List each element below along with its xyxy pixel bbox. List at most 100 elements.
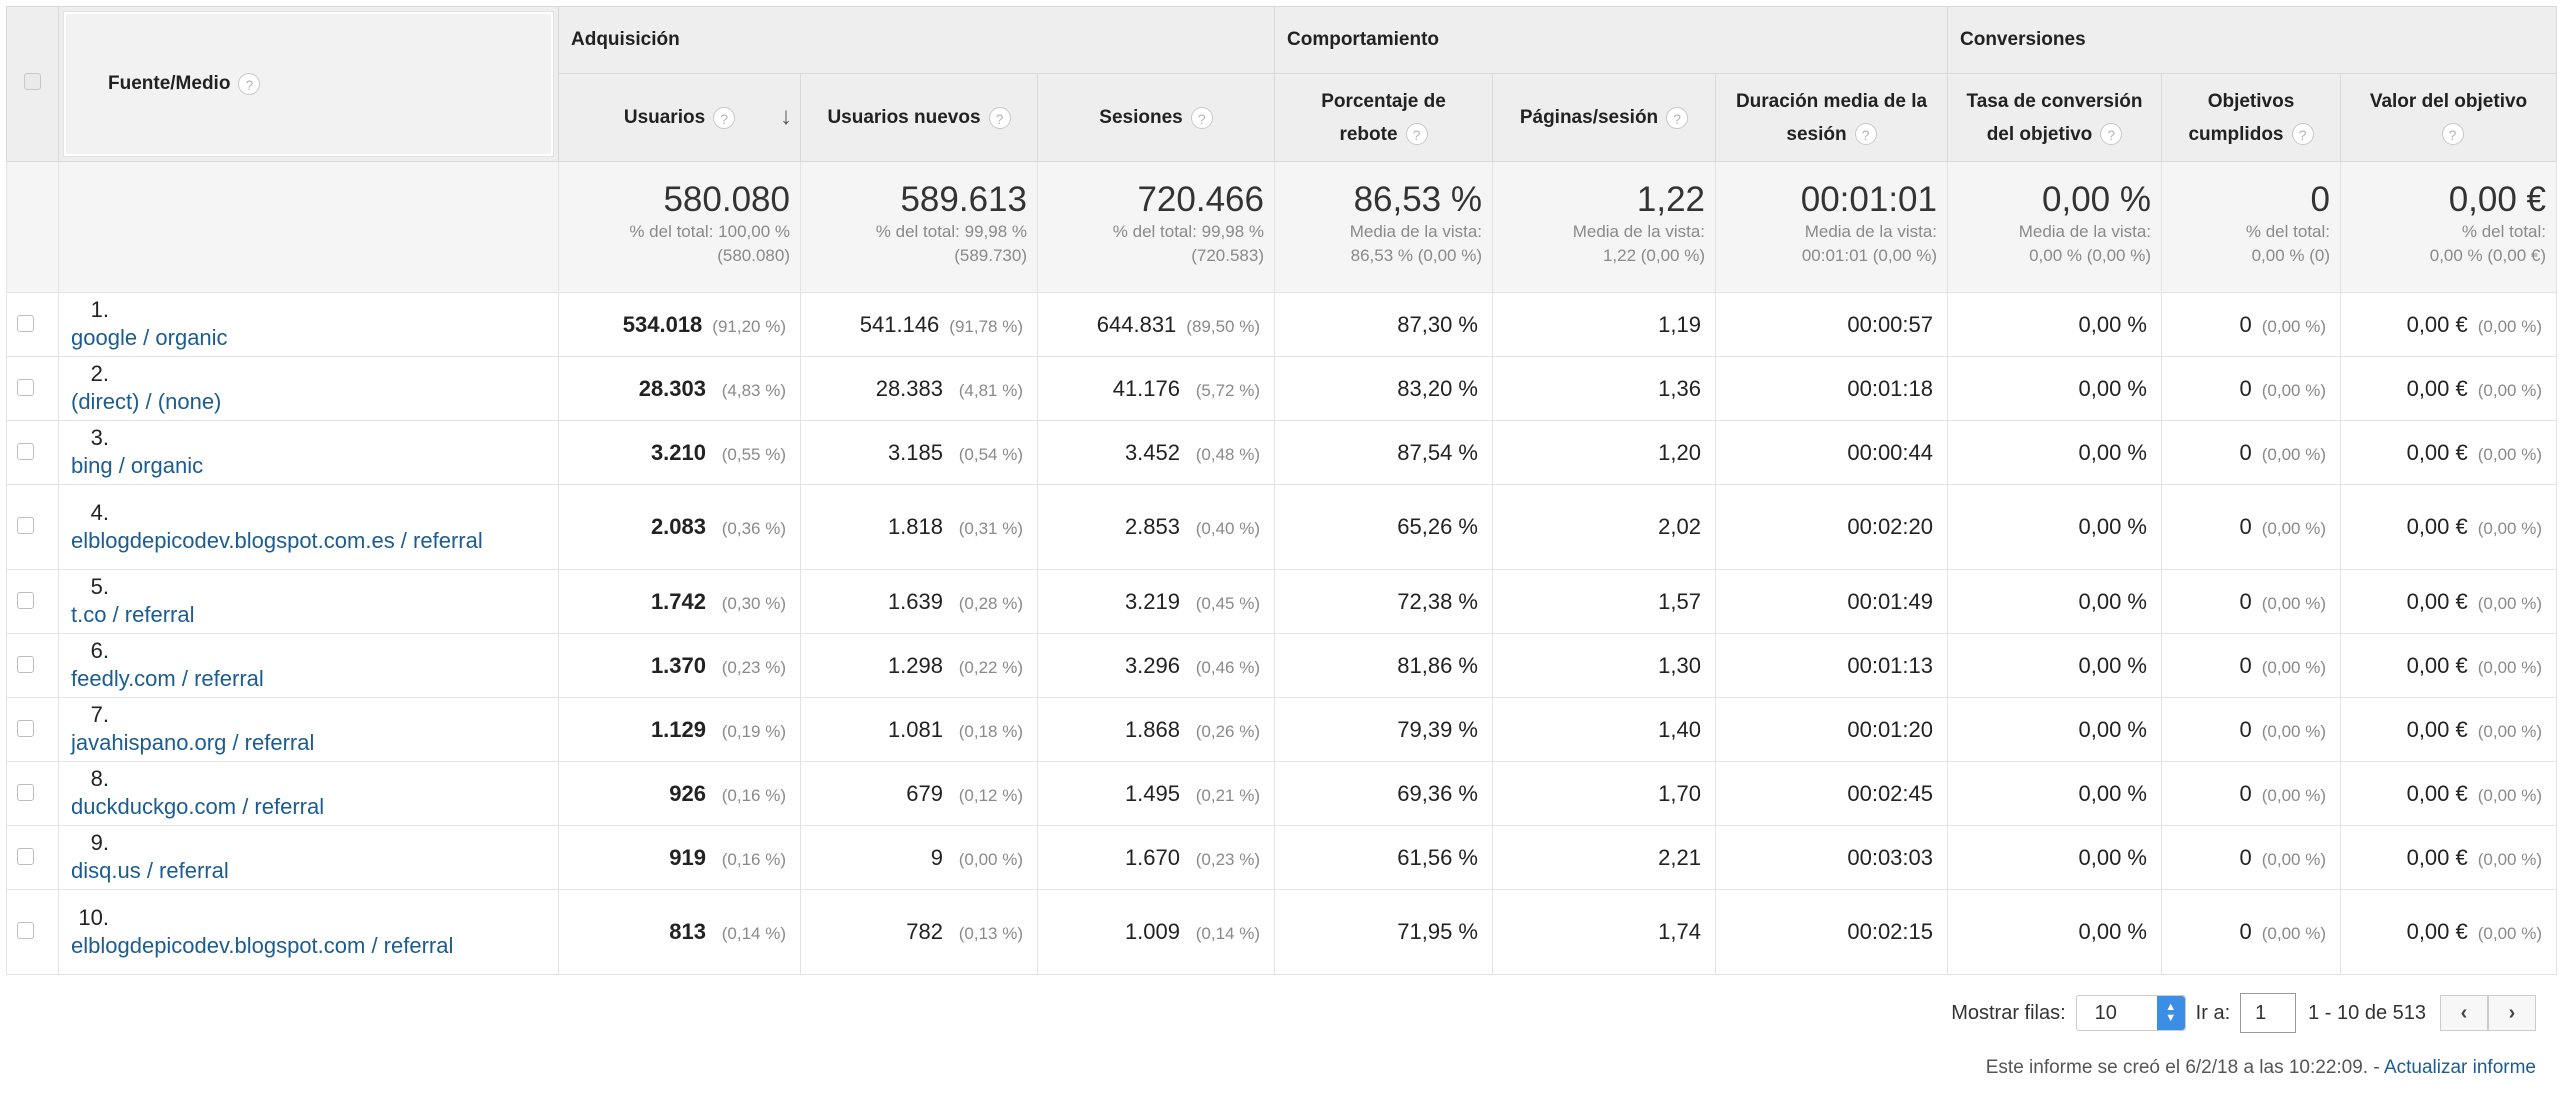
source-medium-link[interactable]: disq.us / referral [71,858,229,883]
row-checkbox[interactable] [17,719,34,737]
row-checkbox[interactable] [17,442,34,460]
total-bounce: 86,53 % Media de la vista: 86,53 % (0,00 %… [1274,161,1493,293]
help-icon[interactable]: ? [1190,106,1213,129]
users-pct: (0,36 %) [721,519,786,538]
value-cell: 0,00 € (0,00 %) [2340,825,2557,890]
source-cell: 4.elblogdepicodev.blogspot.com.es / refe… [58,484,559,570]
conversion-value: 0,00 % [2078,588,2148,614]
col-goal-value[interactable]: Valor del objetivo? [2340,73,2557,162]
bounce-cell: 71,95 % [1274,889,1493,975]
select-all-checkbox[interactable] [24,73,41,90]
show-rows-label: Mostrar filas: [1951,1001,2066,1024]
row-checkbox[interactable] [17,847,34,865]
help-icon[interactable]: ? [713,106,736,129]
new-users-value: 1.298 [887,652,943,678]
col-avg-duration[interactable]: Duración media de la sesión? [1715,73,1948,162]
help-icon[interactable]: ? [988,106,1011,129]
goals-cell: 0 (0,00 %) [2161,484,2341,570]
conversion-value: 0,00 % [2078,716,2148,742]
sort-desc-icon[interactable]: ↓ [780,102,792,130]
source-medium-link[interactable]: elblogdepicodev.blogspot.com / referral [71,932,454,958]
help-icon[interactable]: ? [1405,123,1428,146]
help-icon[interactable]: ? [2441,123,2464,146]
source-medium-link[interactable]: (direct) / (none) [71,389,222,414]
row-checkbox[interactable] [17,378,34,396]
value-pct: (0,00 %) [2477,316,2542,336]
help-icon[interactable]: ? [238,73,261,95]
prev-page-icon[interactable]: ‹ [2440,995,2488,1031]
col-users[interactable]: Usuarios? ↓ [558,73,801,162]
help-icon[interactable]: ? [1854,123,1877,146]
sessions-value: 1.495 [1124,780,1180,806]
duration-cell: 00:00:44 [1715,420,1948,485]
bounce-value: 72,38 % [1397,588,1478,614]
row-checkbox[interactable] [17,655,34,673]
total-sessions-sub1: % del total: 99,98 % [1112,222,1264,241]
goals-cell: 0 (0,00 %) [2161,761,2341,826]
col-goal-completions[interactable]: Objetivos cumplidos? [2161,73,2341,162]
help-icon[interactable]: ? [1666,106,1689,129]
bounce-value: 83,20 % [1397,375,1478,401]
col-goals-label-1: Objetivos [2207,90,2295,112]
row-checkbox[interactable] [17,517,34,534]
goals-value: 0 [2239,375,2252,401]
help-icon[interactable]: ? [2291,123,2314,146]
users-pct: (0,16 %) [721,785,786,805]
table-row: 9. disq.us / referral 919 (0,16 %) 9 (0,00 … [6,825,2557,890]
source-cell: 6. feedly.com / referral [58,633,559,698]
source-medium-link[interactable]: google / organic [71,325,228,350]
row-number: 3. [90,425,109,450]
source-medium-link[interactable]: duckduckgo.com / referral [71,794,325,819]
source-medium-link[interactable]: t.co / referral [71,602,195,627]
select-spinner-icon: ▲ ▼ [2156,996,2185,1030]
conversion-cell: 0,00 % [1947,420,2162,485]
row-number: 2. [90,361,109,386]
value-cell: 0,00 € (0,00 %) [2340,420,2557,485]
conversion-value: 0,00 % [2078,311,2148,337]
goto-page-input[interactable]: 1 [2240,993,2297,1033]
row-select-cell [6,697,59,762]
col-pages-session[interactable]: Páginas/sesión? [1492,73,1716,162]
duration-cell: 00:03:03 [1715,825,1948,890]
row-checkbox[interactable] [17,314,34,332]
total-bounce-value: 86,53 % [1353,180,1482,219]
col-bounce-rate[interactable]: Porcentaje de rebote? [1274,73,1493,162]
row-number: 10. [78,904,109,930]
sessions-pct: (0,48 %) [1195,444,1260,464]
source-medium-link[interactable]: elblogdepicodev.blogspot.com.es / referr… [71,527,483,553]
source-medium-header[interactable]: Fuente/Medio? [58,6,559,162]
row-checkbox[interactable] [17,922,34,939]
next-page-icon[interactable]: › [2488,995,2536,1031]
col-conversion-rate[interactable]: Tasa de conversión del objetivo? [1947,73,2162,162]
duration-value: 00:03:03 [1847,844,1933,870]
goal-value: 0,00 € [2406,514,2468,539]
bounce-value: 81,86 % [1397,652,1478,678]
users-value: 813 [669,919,706,944]
new-users-pct: (4,81 %) [958,380,1023,400]
source-medium-link[interactable]: bing / organic [71,453,204,478]
source-medium-link[interactable]: javahispano.org / referral [71,730,315,755]
table-row: 5. t.co / referral 1.742 (0,30 %) 1.639 (0,… [6,569,2557,634]
sessions-cell: 1.868 (0,26 %) [1037,697,1275,762]
value-pct: (0,00 %) [2477,721,2542,741]
rows-per-page-select[interactable]: 10 ▲ ▼ [2075,995,2186,1031]
source-medium-link[interactable]: feedly.com / referral [71,666,264,691]
total-users-value: 580.080 [663,180,790,219]
row-checkbox[interactable] [17,783,34,801]
sessions-cell: 1.009 (0,14 %) [1037,889,1275,975]
table-row: 6. feedly.com / referral 1.370 (0,23 %) 1.… [6,633,2557,698]
row-checkbox[interactable] [17,591,34,609]
new-users-pct: (0,18 %) [958,721,1023,741]
report-footer: Este informe se creó el 6/2/18 a las 10:… [1986,1057,2536,1079]
totals-row: 580.080 % del total: 100,00 % (580.080) 58… [6,161,2557,293]
col-new-users[interactable]: Usuarios nuevos? [800,73,1038,162]
sessions-value: 3.296 [1124,652,1180,678]
users-value: 919 [669,844,706,870]
conversion-cell: 0,00 % [1947,697,2162,762]
conversion-cell: 0,00 % [1947,633,2162,698]
refresh-report-link[interactable]: Actualizar informe [2383,1057,2536,1078]
row-select-cell [6,825,59,890]
col-sessions[interactable]: Sesiones? [1037,73,1275,162]
goals-cell: 0 (0,00 %) [2161,292,2341,357]
help-icon[interactable]: ? [2100,123,2123,146]
